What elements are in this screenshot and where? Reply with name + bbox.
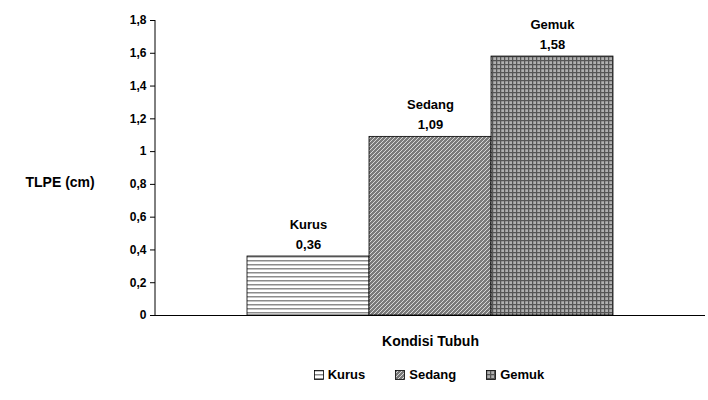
- svg-text:0,8: 0,8: [130, 177, 147, 191]
- svg-text:0,6: 0,6: [130, 210, 147, 224]
- svg-text:Kurus0,36: Kurus0,36: [290, 217, 328, 252]
- html-text:Gemuk: Gemuk: [500, 367, 545, 382]
- svg-text:TLPE (cm): TLPE (cm): [26, 174, 95, 190]
- svg-text:1,2: 1,2: [130, 112, 147, 126]
- svg-text:1: 1: [140, 144, 147, 158]
- html-text:Kurus: Kurus: [327, 367, 366, 382]
- svg-text:0: 0: [140, 308, 147, 322]
- svg-text:1,4: 1,4: [130, 79, 147, 93]
- svg-text:Kondisi Tubuh: Kondisi Tubuh: [382, 333, 479, 349]
- svg-text:0,4: 0,4: [130, 243, 147, 257]
- html-text:Sedang: Sedang: [409, 367, 457, 382]
- svg-text:Sedang1,09: Sedang1,09: [407, 97, 454, 132]
- svg-text:1,6: 1,6: [130, 46, 147, 60]
- svg-text:Gemuk1,58: Gemuk1,58: [530, 17, 575, 52]
- svg-text:1,8: 1,8: [130, 13, 147, 27]
- svg-text:0,2: 0,2: [130, 276, 147, 290]
